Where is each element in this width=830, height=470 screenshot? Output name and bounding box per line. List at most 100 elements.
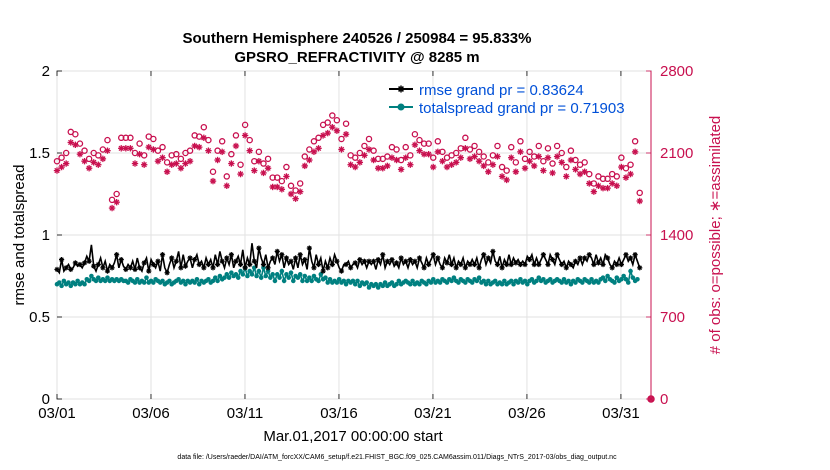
rmse-point bbox=[458, 261, 464, 268]
obs-possible-point bbox=[329, 112, 336, 119]
obs-assimilated-point bbox=[590, 188, 598, 195]
rmse-point bbox=[595, 260, 602, 266]
obs-possible-point bbox=[150, 135, 157, 143]
rmse-point bbox=[214, 261, 221, 268]
legend-spread-label: totalspread grand pr = 0.71903 bbox=[419, 100, 625, 117]
obs-assimilated-point bbox=[145, 143, 152, 151]
totalspread-point bbox=[300, 278, 305, 284]
obs-assimilated-point bbox=[370, 156, 377, 164]
rmse-point bbox=[494, 261, 501, 268]
rmse-point bbox=[306, 245, 312, 251]
obs-assimilated-point bbox=[608, 180, 616, 187]
totalspread-point bbox=[206, 276, 211, 282]
totalspread-point bbox=[75, 278, 80, 284]
y-tick-label: 1.5 bbox=[29, 145, 50, 162]
obs-possible-point bbox=[136, 140, 143, 147]
obs-possible-point bbox=[425, 140, 432, 147]
obs-possible-point bbox=[53, 157, 61, 165]
totalspread-point bbox=[410, 278, 415, 284]
totalspread-point bbox=[304, 278, 310, 284]
rmse-point bbox=[150, 261, 156, 268]
rmse-point bbox=[632, 252, 638, 258]
rmse-point bbox=[77, 261, 83, 268]
obs-possible-point bbox=[104, 136, 111, 144]
obs-assimilated-point bbox=[108, 204, 116, 212]
totalspread-point bbox=[343, 281, 349, 287]
obs-assimilated-point bbox=[352, 163, 359, 171]
rmse-point bbox=[127, 265, 134, 271]
totalspread-point bbox=[522, 278, 528, 284]
obs-assimilated-point bbox=[283, 173, 290, 180]
totalspread-point bbox=[389, 280, 395, 285]
y-tick-label: 1 bbox=[42, 227, 50, 244]
obs-assimilated-point bbox=[407, 161, 414, 168]
totalspread-point bbox=[235, 275, 241, 280]
rmse-point bbox=[361, 258, 368, 264]
obs-assimilated-point bbox=[329, 124, 336, 131]
rmse-point bbox=[609, 265, 615, 271]
obs-possible-point bbox=[241, 121, 249, 129]
totalspread-point bbox=[559, 280, 565, 285]
rmse-point bbox=[329, 261, 335, 268]
obs-assimilated-point bbox=[196, 143, 203, 151]
rmse-point bbox=[540, 252, 546, 258]
totalspread-point bbox=[258, 275, 264, 280]
rmse-point bbox=[178, 265, 184, 271]
rmse-point bbox=[421, 265, 427, 271]
rmse-point bbox=[389, 257, 395, 263]
rmse-point bbox=[618, 261, 624, 268]
obs-assimilated-point bbox=[439, 158, 446, 165]
obs-assimilated-point bbox=[173, 160, 180, 167]
rmse-point bbox=[485, 255, 491, 261]
obs-assimilated-point bbox=[154, 158, 162, 165]
obs-possible-point bbox=[462, 134, 469, 142]
legend-rmse-label: rmse grand pr = 0.83624 bbox=[419, 82, 584, 99]
rmse-point bbox=[476, 265, 482, 271]
obs-possible-point bbox=[471, 142, 478, 150]
obs-assimilated-point bbox=[397, 166, 405, 173]
obs-assimilated-point bbox=[241, 132, 249, 139]
obs-possible-point bbox=[81, 147, 88, 154]
obs-assimilated-point bbox=[402, 154, 409, 161]
totalspread-point bbox=[249, 272, 255, 277]
y2-tick-label: 0 bbox=[660, 391, 668, 408]
y2-tick-label: 700 bbox=[660, 309, 685, 326]
rmse-point bbox=[205, 261, 212, 268]
totalspread-point bbox=[268, 275, 273, 280]
totalspread-point bbox=[355, 278, 360, 284]
totalspread-point bbox=[380, 283, 386, 289]
obs-assimilated-point bbox=[186, 158, 194, 165]
obs-assimilated-point bbox=[512, 168, 520, 175]
obs-assimilated-point bbox=[306, 156, 313, 164]
totalspread-point bbox=[302, 273, 308, 279]
totalspread-point bbox=[375, 285, 381, 290]
obs-assimilated-point bbox=[163, 168, 171, 175]
obs-possible-point bbox=[411, 131, 419, 138]
totalspread-point bbox=[366, 285, 372, 290]
obs-assimilated-point bbox=[462, 145, 469, 152]
obs-possible-point bbox=[287, 182, 295, 190]
obs-assimilated-point bbox=[67, 139, 74, 146]
totalspread-point bbox=[167, 278, 172, 284]
rmse-point bbox=[448, 261, 455, 268]
obs-assimilated-point bbox=[223, 182, 230, 189]
totalspread-point bbox=[141, 280, 147, 285]
rmse-point bbox=[559, 261, 565, 268]
rmse-point bbox=[320, 268, 326, 274]
totalspread-point bbox=[134, 276, 140, 282]
totalspread-point bbox=[449, 278, 454, 284]
totalspread-point bbox=[373, 281, 379, 287]
rmse-point bbox=[572, 258, 579, 264]
obs-possible-point bbox=[581, 159, 588, 166]
totalspread-point bbox=[66, 280, 71, 285]
totalspread-point bbox=[596, 280, 601, 285]
rmse-point bbox=[302, 257, 308, 263]
obs-possible-point bbox=[393, 146, 400, 153]
obs-possible-point bbox=[324, 119, 331, 126]
obs-possible-point bbox=[549, 160, 556, 167]
obs-assimilated-point bbox=[287, 190, 295, 198]
obs-assimilated-point bbox=[535, 153, 542, 160]
obs-possible-point bbox=[186, 147, 194, 154]
obs-possible-point bbox=[246, 136, 253, 144]
rmse-series bbox=[54, 243, 643, 276]
